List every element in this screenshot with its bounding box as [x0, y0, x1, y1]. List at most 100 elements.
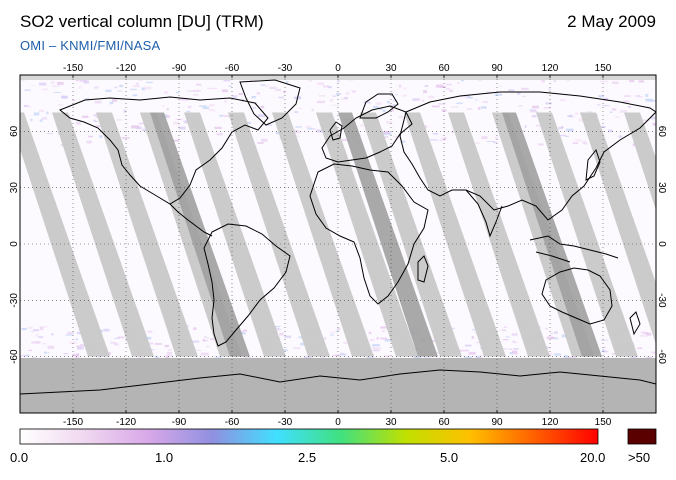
- noise-speck: [344, 97, 348, 99]
- noise-speck: [372, 105, 379, 109]
- noise-speck: [541, 79, 546, 83]
- noise-speck: [84, 97, 90, 100]
- noise-speck: [308, 79, 312, 82]
- noise-speck: [163, 91, 169, 94]
- longitude-ticks-bottom: -150 -120 -90 -60 -30 0 30 60 90 120 150: [63, 410, 612, 428]
- noise-speck: [461, 349, 469, 352]
- noise-speck: [173, 121, 179, 125]
- noise-speck: [39, 327, 44, 330]
- noise-speck: [466, 108, 473, 110]
- latitude-tick-label: -60: [9, 349, 20, 364]
- noise-speck: [149, 342, 154, 345]
- noise-speck: [619, 110, 627, 113]
- noise-speck: [629, 79, 635, 83]
- noise-speck: [586, 111, 593, 113]
- noise-speck: [509, 352, 514, 355]
- noise-speck: [646, 332, 652, 336]
- noise-speck: [428, 95, 435, 99]
- noise-speck: [209, 141, 212, 144]
- data-source: OMI – KNMI/FMI/NASA: [20, 38, 161, 53]
- noise-speck: [298, 336, 304, 339]
- noise-speck: [535, 124, 542, 127]
- noise-speck: [293, 131, 301, 134]
- noise-speck: [72, 353, 79, 357]
- noise-speck: [624, 95, 631, 97]
- noise-speck: [312, 128, 316, 131]
- noise-speck: [598, 95, 604, 98]
- noise-speck: [374, 347, 381, 350]
- noise-speck: [563, 355, 568, 359]
- noise-speck: [78, 86, 82, 89]
- noise-speck: [382, 131, 390, 134]
- noise-speck: [388, 105, 395, 107]
- noise-speck: [524, 125, 527, 128]
- noise-speck: [130, 88, 137, 91]
- noise-speck: [86, 140, 92, 144]
- noise-speck: [202, 106, 210, 110]
- noise-speck: [502, 339, 509, 341]
- noise-speck: [499, 347, 508, 350]
- noise-speck: [28, 349, 33, 351]
- noise-speck: [42, 88, 48, 91]
- noise-speck: [67, 331, 74, 335]
- noise-speck: [508, 348, 513, 350]
- noise-speck: [521, 87, 529, 90]
- noise-speck: [485, 91, 491, 93]
- orbit-gap: [404, 112, 506, 357]
- noise-speck: [208, 104, 215, 107]
- noise-speck: [596, 103, 601, 106]
- noise-speck: [132, 85, 140, 88]
- new-zealand-coast: [629, 311, 641, 336]
- orbit-gap: [624, 112, 656, 211]
- europe-coast: [321, 105, 413, 163]
- latitude-tick-label: 30: [9, 182, 20, 194]
- noise-speck: [632, 143, 635, 147]
- noise-speck: [381, 136, 389, 139]
- noise-speck: [372, 349, 380, 352]
- noise-speck: [560, 99, 566, 102]
- noise-speck: [105, 89, 112, 92]
- noise-speck: [548, 352, 553, 356]
- noise-speck: [21, 354, 29, 357]
- noise-speck: [33, 112, 40, 116]
- noise-speck: [141, 87, 146, 91]
- noise-speck: [21, 327, 27, 331]
- noise-speck: [471, 329, 478, 331]
- noise-speck: [559, 134, 567, 137]
- noise-speck: [167, 351, 173, 355]
- noise-speck: [330, 334, 334, 336]
- noise-speck: [58, 103, 63, 106]
- asia-coast: [399, 91, 656, 221]
- noise-speck: [30, 118, 33, 122]
- noise-speck: [498, 85, 502, 88]
- noise-speck: [154, 356, 159, 358]
- longitude-tick-label: -30: [278, 417, 293, 428]
- noise-speck: [479, 354, 485, 356]
- noise-speck: [611, 108, 617, 111]
- noise-speck: [358, 116, 361, 118]
- orbit-gap: [272, 112, 374, 357]
- noise-speck: [30, 341, 35, 344]
- noise-speck: [360, 124, 364, 127]
- noise-speck: [171, 139, 180, 142]
- noise-speck: [582, 141, 587, 144]
- noise-speck: [412, 347, 419, 351]
- noise-speck: [551, 337, 559, 340]
- noise-speck: [602, 351, 609, 353]
- colorbar-label-4: 20.0: [580, 450, 606, 465]
- noise-speck: [629, 357, 636, 359]
- noise-speck: [75, 338, 79, 341]
- noise-speck: [384, 338, 392, 342]
- noise-speck: [464, 344, 472, 347]
- noise-speck: [386, 121, 393, 124]
- noise-speck: [123, 109, 127, 113]
- latitude-tick-label: -30: [9, 293, 20, 308]
- noise-speck: [602, 104, 610, 107]
- longitude-tick-label: -30: [278, 63, 293, 74]
- noise-speck: [513, 348, 519, 350]
- noise-speck: [25, 354, 30, 357]
- noise-speck: [497, 330, 501, 332]
- noise-speck: [386, 100, 391, 104]
- noise-speck: [532, 105, 539, 109]
- noise-speck: [474, 331, 477, 334]
